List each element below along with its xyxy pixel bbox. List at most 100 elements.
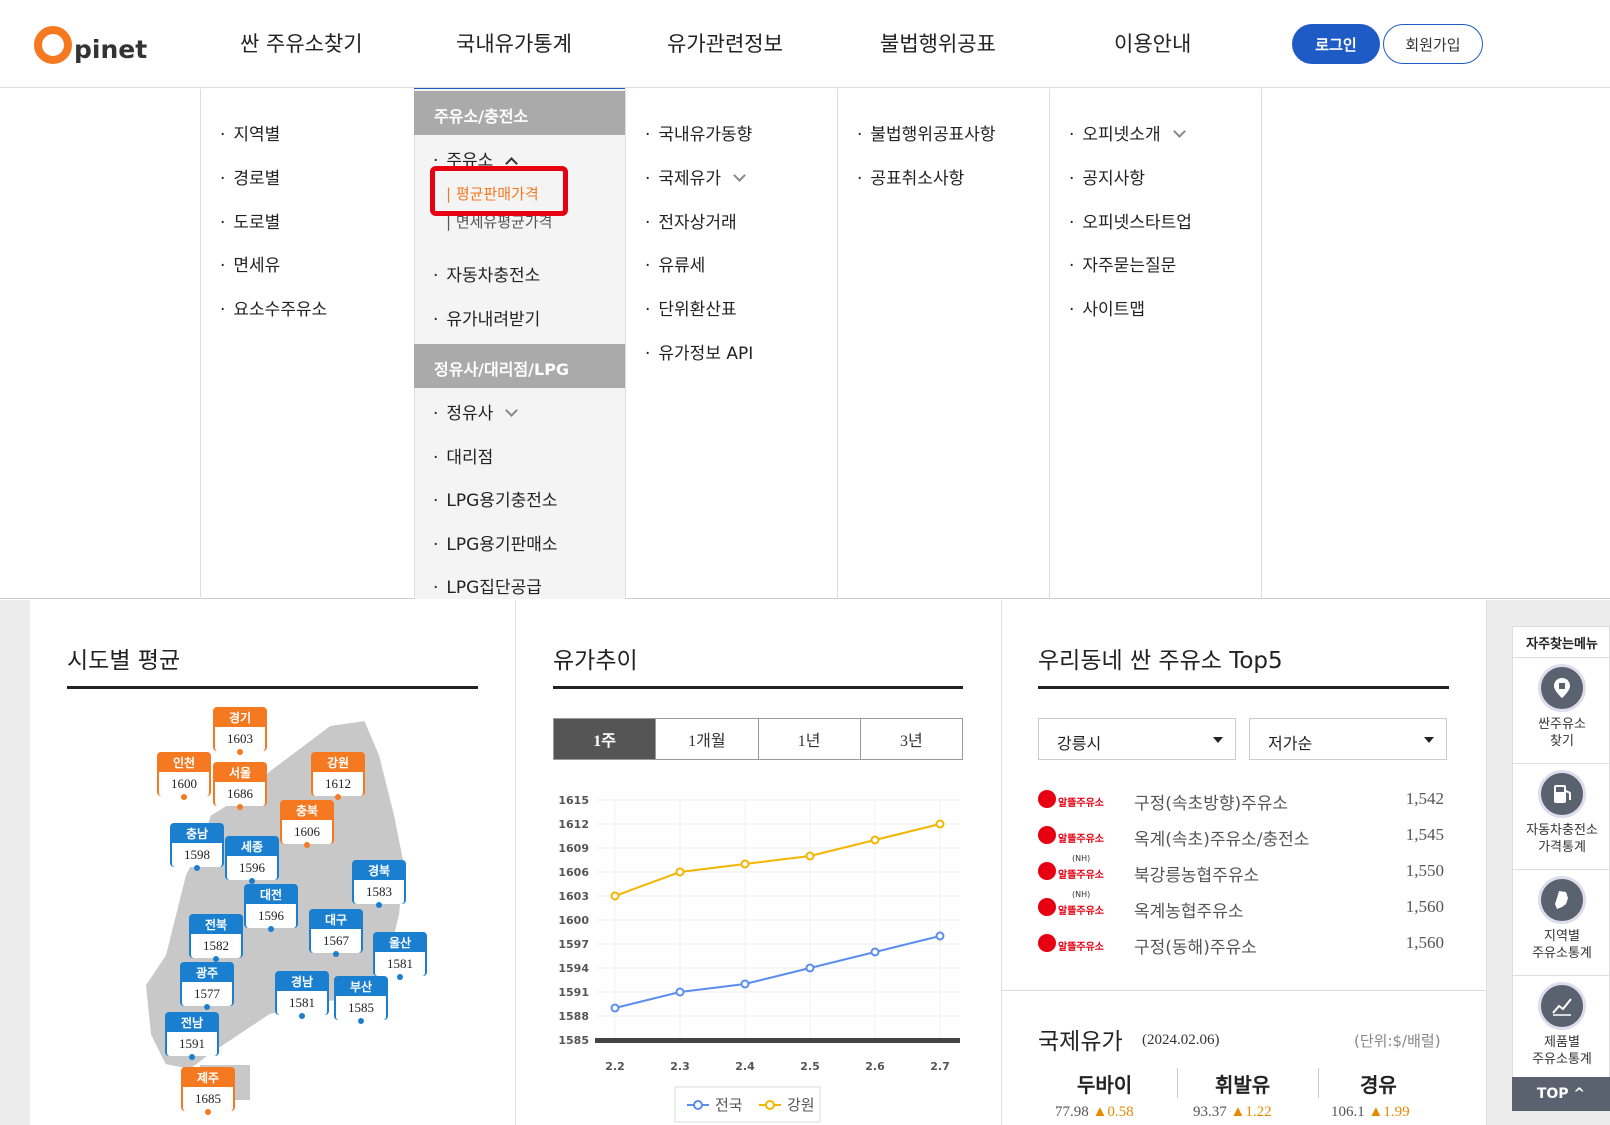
korea-map-icon: [1538, 876, 1586, 924]
station-row[interactable]: 알뜰주유소 (NH) 옥계농협주유소 1,560: [1038, 890, 1444, 924]
x-axis-bar: [595, 1038, 960, 1043]
menu-fuel-tax[interactable]: 유류세: [645, 251, 705, 276]
region-dot: [237, 804, 243, 810]
login-button[interactable]: 로그인: [1292, 24, 1380, 64]
submenu-tax-free-average[interactable]: | 면세유평균가격: [446, 213, 553, 231]
region-value: 1583: [354, 880, 404, 904]
menu-agency[interactable]: 대리점: [433, 443, 493, 468]
menu-lpg-sales[interactable]: LPG용기판매소: [433, 530, 557, 555]
region-badge-16[interactable]: 제주 1685: [181, 1067, 235, 1115]
data-point: [805, 963, 815, 973]
menu-domestic-trend[interactable]: 국내유가동향: [645, 120, 752, 145]
menu-sitemap[interactable]: 사이트맵: [1069, 295, 1145, 320]
quick-region-stats[interactable]: 지역별 주유소통계: [1513, 869, 1610, 975]
station-price: 1,550: [1405, 861, 1444, 880]
menu-disclosure-cancel[interactable]: 공표취소사항: [857, 164, 964, 189]
menu-refinery[interactable]: 정유사: [433, 399, 519, 424]
top-button[interactable]: TOP ^: [1512, 1077, 1610, 1111]
nav-cheap-gas-station[interactable]: 싼 주유소찾기: [240, 32, 363, 56]
menu-e-commerce[interactable]: 전자상거래: [645, 208, 736, 233]
station-name[interactable]: 구정(속초방향)주유소: [1134, 794, 1289, 814]
station-row[interactable]: 알뜰주유소 (NH) 북강릉농협주유소 1,550: [1038, 854, 1444, 888]
region-badge-8[interactable]: 대전 1596: [244, 884, 298, 932]
menu-by-region[interactable]: 지역별: [220, 120, 280, 145]
menu-tax-free[interactable]: 면세유: [220, 251, 280, 276]
region-badge-6[interactable]: 세종 1596: [225, 836, 279, 884]
quick-product-stats[interactable]: 제품별 주유소통계: [1513, 975, 1610, 1081]
region-badge-7[interactable]: 경북 1583: [352, 860, 406, 908]
station-row[interactable]: 알뜰주유소 구정(동해)주유소 1,560: [1038, 930, 1444, 960]
region-badge-5[interactable]: 충남 1598: [170, 823, 224, 871]
top5-title: 우리동네 싼 주유소 Top5: [1038, 648, 1283, 674]
station-name[interactable]: 구정(동해)주유소: [1134, 938, 1257, 958]
region-badge-14[interactable]: 부산 1585: [334, 976, 388, 1024]
x-tick-label: 2.2: [605, 1060, 625, 1073]
region-badge-12[interactable]: 광주 1577: [180, 962, 234, 1010]
tab-1year[interactable]: 1년: [757, 719, 860, 759]
nav-price-info[interactable]: 유가관련정보: [667, 32, 783, 56]
region-name: 경기: [215, 709, 265, 727]
region-value: 1591: [167, 1032, 217, 1056]
region-badge-11[interactable]: 울산 1581: [373, 932, 427, 980]
menu-unit-conversion[interactable]: 단위환산표: [645, 295, 736, 320]
tab-3year[interactable]: 3년: [859, 719, 962, 759]
data-point: [610, 891, 620, 901]
quick-cheap-station[interactable]: 싼주유소 찾기: [1513, 657, 1610, 763]
menu-intl-price[interactable]: 국제유가: [645, 164, 746, 189]
intl-diesel-label: 경유: [1360, 1073, 1397, 1097]
region-badge-0[interactable]: 경기 1603: [213, 707, 267, 755]
menu-faq[interactable]: 자주묻는질문: [1069, 251, 1176, 276]
region-badge-2[interactable]: 서울 1686: [213, 762, 267, 810]
region-name: 대전: [246, 886, 296, 904]
chevron-down-icon: [1172, 125, 1186, 138]
region-badge-1[interactable]: 인천 1600: [157, 752, 211, 800]
menu-lpg-group-supply[interactable]: LPG집단공급: [433, 573, 541, 598]
nav-guide[interactable]: 이용안내: [1114, 32, 1192, 56]
nav-domestic-price-stats[interactable]: 국내유가통계: [456, 32, 572, 56]
station-name[interactable]: 북강릉농협주유소: [1134, 866, 1260, 886]
data-point: [740, 979, 750, 989]
region-badge-4[interactable]: 충북 1606: [280, 800, 334, 848]
menu-by-road[interactable]: 도로별: [220, 208, 280, 233]
join-button[interactable]: 회원가입: [1383, 24, 1483, 64]
trend-title: 유가추이: [553, 648, 638, 674]
menu-price-api[interactable]: 유가정보 API: [645, 339, 753, 364]
region-badge-13[interactable]: 경남 1581: [275, 971, 329, 1019]
submenu-average-price[interactable]: | 평균판매가격: [446, 185, 539, 203]
tab-1week[interactable]: 1주: [554, 719, 656, 759]
tab-1month[interactable]: 1개월: [655, 719, 757, 759]
x-tick-label: 2.6: [865, 1060, 885, 1073]
y-tick-label: 1594: [558, 962, 589, 975]
highlight-box: [430, 166, 568, 216]
region-badge-3[interactable]: 강원 1612: [311, 752, 365, 800]
region-badge-15[interactable]: 전남 1591: [165, 1012, 219, 1060]
region-badge-10[interactable]: 대구 1567: [309, 909, 363, 957]
menu-ev-charging[interactable]: 자동차충전소: [433, 261, 540, 286]
menu-price-download[interactable]: 유가내려받기: [433, 305, 540, 330]
nav-illegal-disclosure[interactable]: 불법행위공표: [880, 32, 996, 56]
station-row[interactable]: 알뜰주유소 옥계(속초)주유소/충전소 1,545: [1038, 822, 1444, 852]
order-select[interactable]: 저가순: [1249, 718, 1447, 760]
city-select[interactable]: 강릉시: [1038, 718, 1236, 760]
station-name[interactable]: 옥계(속초)주유소/충전소: [1134, 830, 1310, 850]
region-dot: [204, 1004, 210, 1010]
region-badge-9[interactable]: 전북 1582: [189, 914, 243, 962]
price-trend-chart: 1615 1612 1609 1606 1603 1600 1597 1594 1591 1588…: [558, 794, 960, 1123]
station-row[interactable]: 알뜰주유소 구정(속초방향)주유소 1,542: [1038, 786, 1444, 816]
menu-by-route[interactable]: 경로별: [220, 164, 280, 189]
opinet-logo[interactable]: pinet: [34, 14, 147, 64]
menu-notice[interactable]: 공지사항: [1069, 164, 1145, 189]
menu-startup[interactable]: 오피넷스타트업: [1069, 208, 1191, 233]
menu-lpg-charging[interactable]: LPG용기충전소: [433, 486, 557, 511]
menu-disclosure-items[interactable]: 불법행위공표사항: [857, 120, 995, 145]
region-dot: [299, 1013, 305, 1019]
region-name: 세종: [227, 838, 277, 856]
quick-ev-stats[interactable]: 자동차충전소 가격통계: [1513, 763, 1610, 869]
menu-about-opinet[interactable]: 오피넷소개: [1069, 120, 1186, 145]
region-name: 경남: [277, 973, 327, 991]
station-name[interactable]: 옥계농협주유소: [1134, 902, 1244, 922]
region-value: 1598: [172, 843, 222, 867]
region-dot: [376, 902, 382, 908]
menu-urea-station[interactable]: 요소수주유소: [220, 295, 327, 320]
intl-price-unit: (단위:$/배럴): [1354, 1032, 1441, 1050]
